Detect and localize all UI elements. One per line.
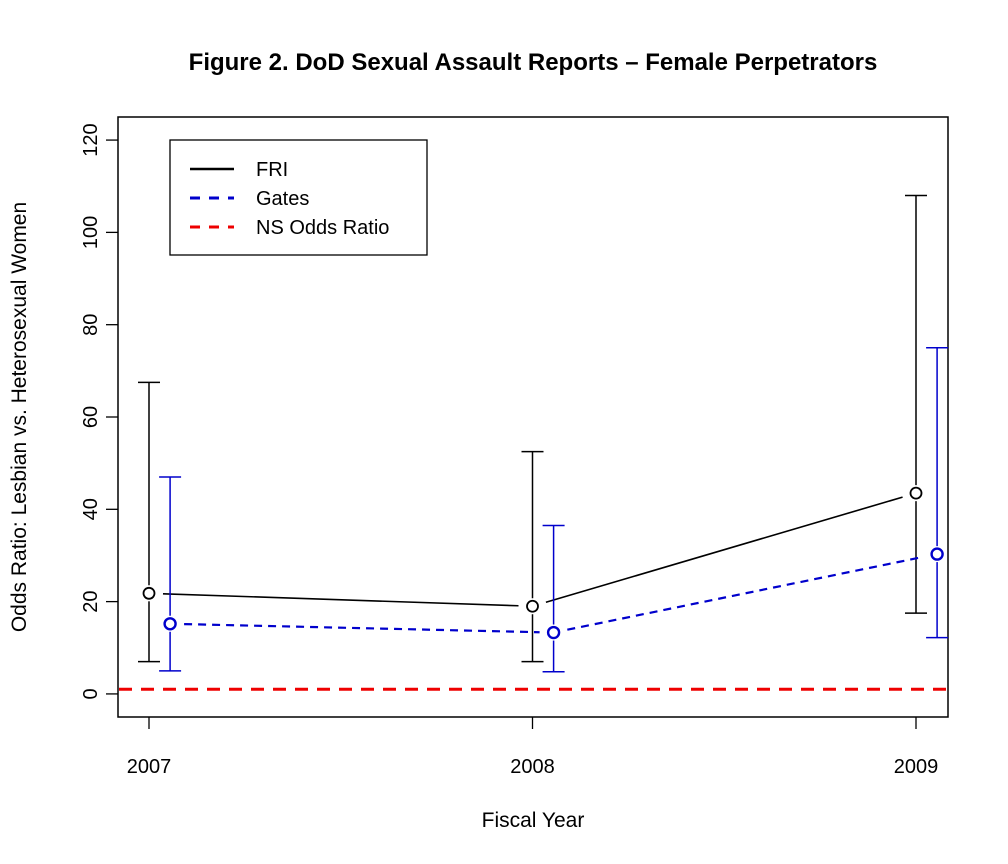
legend-label-ns-odds-ratio: NS Odds Ratio [256,217,389,239]
y-tick-label: 0 [80,688,102,699]
y-tick-label: 80 [80,314,102,336]
series-line-fri [545,496,903,604]
data-point-gates [546,625,561,640]
y-tick-label: 100 [80,216,102,249]
data-point-gates [163,617,177,631]
series-line-gates [567,555,924,631]
legend-label-gates: Gates [256,188,309,210]
legend-label-fri: FRI [256,159,288,181]
data-point-fri [526,599,539,613]
x-tick-label: 2009 [894,756,939,778]
y-tick-label: 120 [80,123,102,156]
x-tick-label: 2007 [127,756,172,778]
chart-title: Figure 2. DoD Sexual Assault Reports – F… [189,49,878,76]
data-point-gates [930,547,944,561]
y-axis-label: Odds Ratio: Lesbian vs. Heterosexual Wom… [8,202,31,632]
series-line-gates [184,622,540,634]
plot-area: 0 20 40 60 80 100 120 2007 2008 2009 FRI Gates NS Od… [80,116,949,778]
series-line-fri [162,592,519,607]
x-tick-label: 2008 [510,756,555,778]
y-tick-label: 20 [80,590,102,612]
y-tick-label: 60 [80,406,102,428]
data-point-fri [142,586,156,600]
data-point-fri [909,486,923,500]
x-axis-label: Fiscal Year [482,809,585,832]
y-tick-label: 40 [80,498,102,520]
